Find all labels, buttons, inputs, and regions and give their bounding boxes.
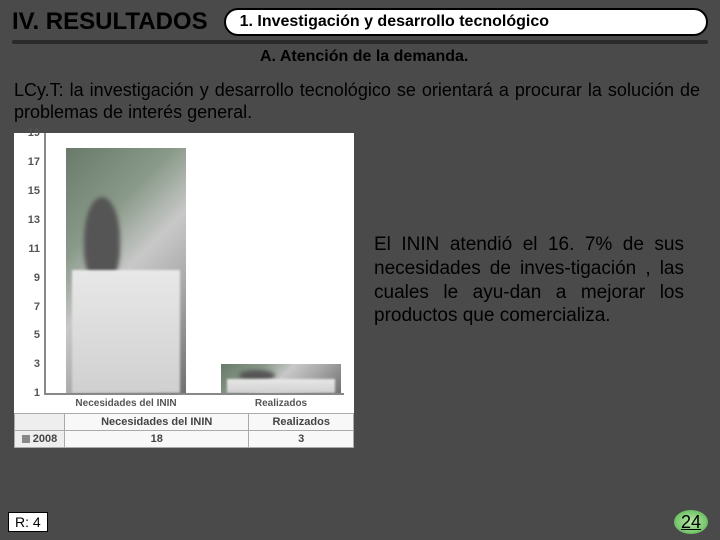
y-tick: 5 xyxy=(34,329,40,341)
y-tick: 7 xyxy=(34,301,40,313)
table-cell: 18 xyxy=(65,431,249,448)
y-tick: 1 xyxy=(34,387,40,399)
divider xyxy=(12,40,708,44)
topic-pill: 1. Investigación y desarrollo tecnológic… xyxy=(224,8,708,36)
category-label: Necesidades del ININ xyxy=(66,398,186,409)
page-number: 24 xyxy=(674,510,708,534)
y-tick: 19 xyxy=(28,127,40,139)
y-tick: 17 xyxy=(28,156,40,168)
table-header: Necesidades del ININ xyxy=(65,414,249,431)
reference-label: R: 4 xyxy=(8,512,48,532)
category-label: Realizados xyxy=(221,398,341,409)
y-tick: 15 xyxy=(28,185,40,197)
chart-data-table: Necesidades del ININ Realizados 2008 18 … xyxy=(14,413,354,448)
table-cell: 3 xyxy=(249,431,354,448)
bar-chart: 135791113151719 Necesidades del ININReal… xyxy=(14,133,354,433)
table-header: Realizados xyxy=(249,414,354,431)
subsection-title: A. Atención de la demanda. xyxy=(260,48,720,66)
bar xyxy=(221,364,341,393)
section-title: IV. RESULTADOS xyxy=(12,8,208,36)
chart-container: 135791113151719 Necesidades del ININReal… xyxy=(14,133,354,433)
y-tick: 13 xyxy=(28,214,40,226)
body-text: El ININ atendió el 16. 7% de sus necesid… xyxy=(374,233,684,433)
y-tick: 11 xyxy=(28,243,40,255)
bar xyxy=(66,148,186,394)
intro-text: LCy.T: la investigación y desarrollo tec… xyxy=(0,76,720,133)
table-series: 2008 xyxy=(15,431,65,448)
y-tick: 3 xyxy=(34,358,40,370)
y-tick: 9 xyxy=(34,272,40,284)
